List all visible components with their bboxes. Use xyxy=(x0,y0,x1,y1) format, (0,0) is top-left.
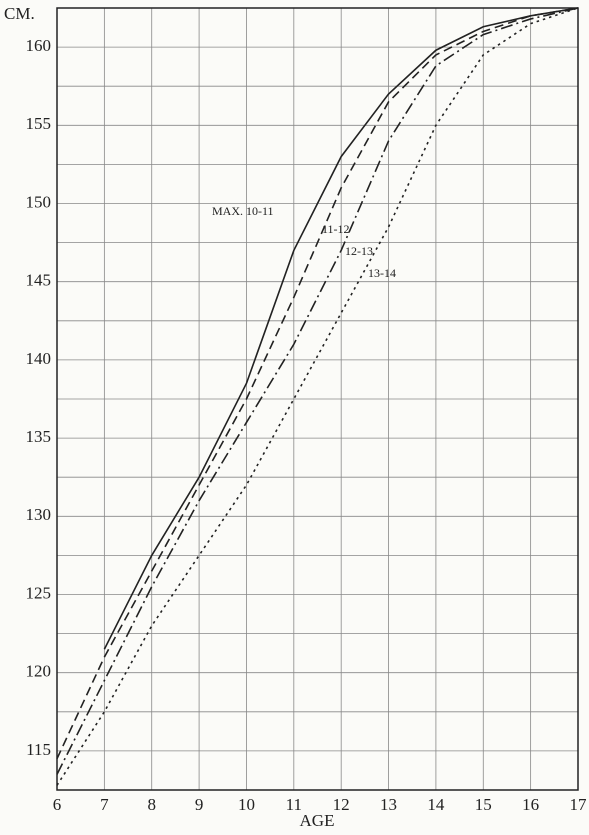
y-axis-label: CM. xyxy=(4,4,35,23)
y-tick-label: 155 xyxy=(26,114,52,133)
x-tick-label: 9 xyxy=(195,795,204,814)
y-tick-label: 160 xyxy=(26,36,52,55)
y-tick-label: 145 xyxy=(26,271,52,290)
x-tick-label: 17 xyxy=(570,795,588,814)
y-tick-label: 140 xyxy=(26,349,52,368)
series-line xyxy=(56,7,579,760)
plot-frame xyxy=(56,7,579,791)
y-tick-label: 120 xyxy=(26,662,52,681)
series-label: 11-12 xyxy=(322,222,350,236)
x-tick-label: 6 xyxy=(53,795,62,814)
y-tick-label: 150 xyxy=(26,192,52,211)
x-tick-label: 10 xyxy=(238,795,255,814)
series-label: 12-13 xyxy=(345,244,373,258)
series-line xyxy=(56,7,579,775)
series-line xyxy=(56,7,579,786)
series-line xyxy=(103,7,579,650)
x-axis-label: AGE xyxy=(300,811,335,830)
x-tick-label: 13 xyxy=(380,795,397,814)
y-tick-label: 130 xyxy=(26,505,52,524)
x-tick-label: 14 xyxy=(427,795,445,814)
y-tick-label: 135 xyxy=(26,427,52,446)
y-tick-label: 125 xyxy=(26,583,52,602)
x-tick-label: 12 xyxy=(333,795,350,814)
series-label: 13-14 xyxy=(368,266,396,280)
x-tick-label: 7 xyxy=(100,795,109,814)
x-tick-label: 8 xyxy=(147,795,156,814)
series-label: MAX. 10-11 xyxy=(212,204,274,218)
x-tick-label: 16 xyxy=(522,795,539,814)
x-tick-label: 11 xyxy=(286,795,302,814)
y-tick-label: 115 xyxy=(26,740,51,759)
x-tick-label: 15 xyxy=(475,795,492,814)
